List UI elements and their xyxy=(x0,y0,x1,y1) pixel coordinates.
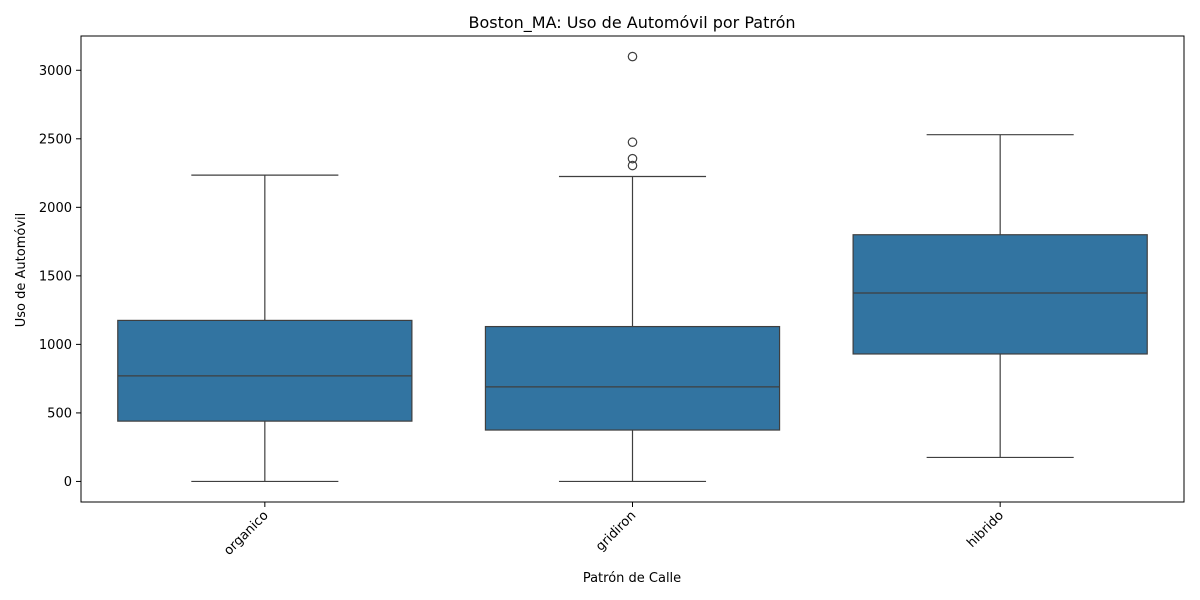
box-organico xyxy=(117,174,413,483)
chart-title: Boston_MA: Uso de Automóvil por Patrón xyxy=(469,13,796,33)
iqr-box xyxy=(852,234,1148,355)
y-tick-label: 2500 xyxy=(39,132,72,147)
x-axis-label: Patrón de Calle xyxy=(583,571,681,586)
y-tick-label: 2000 xyxy=(39,201,72,216)
outlier-point xyxy=(627,153,638,164)
y-tick-label: 3000 xyxy=(39,64,72,79)
box-hibrido xyxy=(852,134,1148,459)
outlier-point xyxy=(627,160,638,171)
y-axis-label: Uso de Automóvil xyxy=(14,213,29,327)
y-tick-label: 0 xyxy=(64,475,72,490)
plot-frame xyxy=(80,35,1185,503)
y-tick-label: 1000 xyxy=(39,338,72,353)
x-tick-label: organico xyxy=(221,508,271,558)
iqr-box xyxy=(484,325,781,431)
outlier-point xyxy=(627,51,638,62)
outlier-point xyxy=(627,137,638,148)
y-tick-label: 500 xyxy=(47,406,72,421)
x-tick-label: gridiron xyxy=(593,508,639,554)
y-tick-label: 1500 xyxy=(39,269,72,284)
iqr-box xyxy=(117,319,413,422)
x-tick-label: hibrido xyxy=(964,508,1007,551)
plot-area: 0 500 1000 1500 2000 2500 3000 organico gridiron… xyxy=(39,51,1148,559)
box-gridiron xyxy=(484,51,781,483)
